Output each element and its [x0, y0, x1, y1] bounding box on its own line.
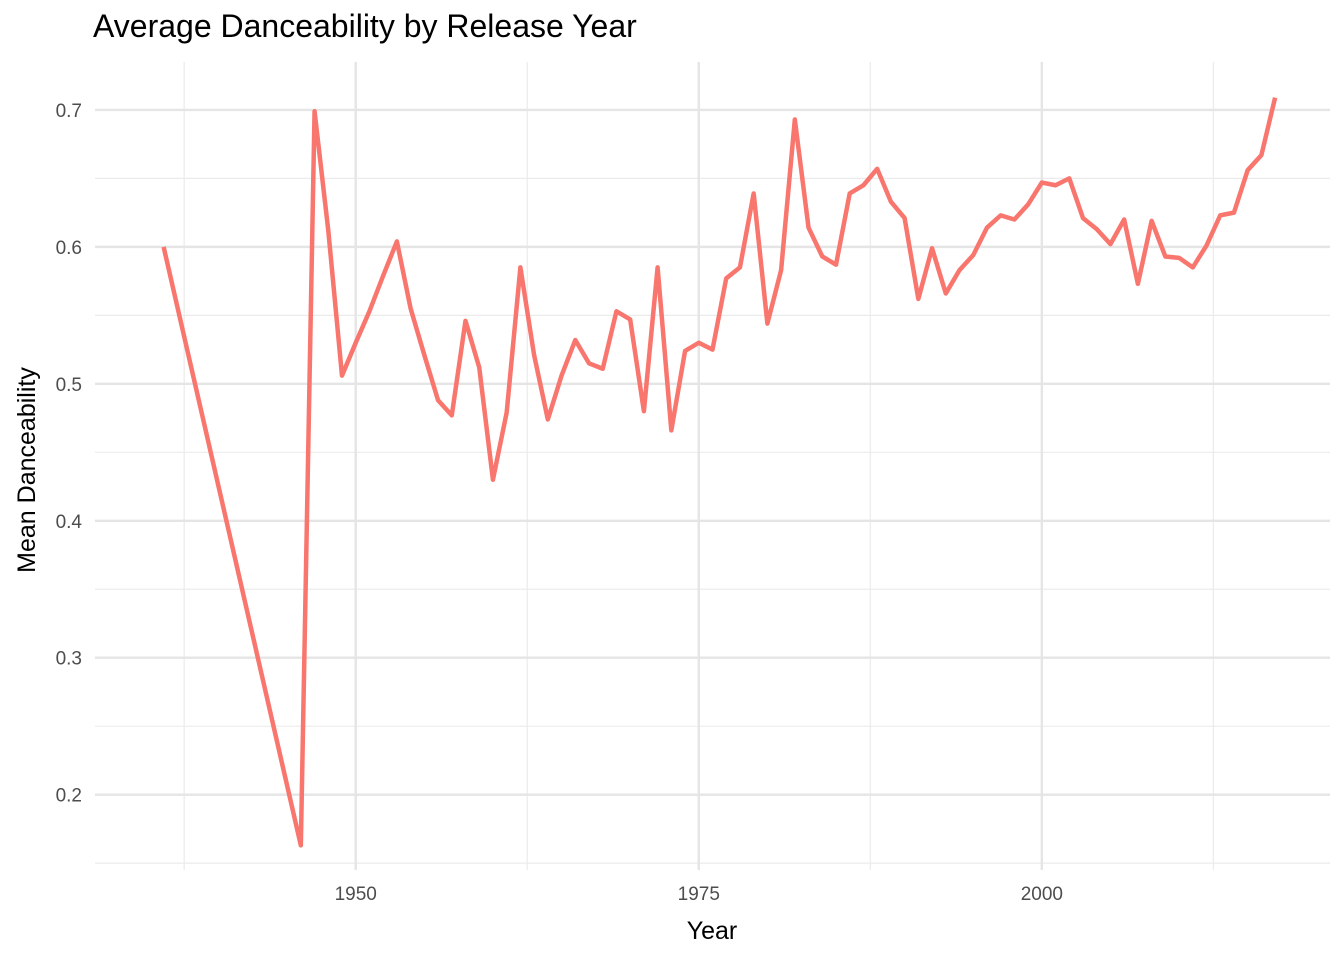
- series-layer: [161, 97, 1278, 848]
- x-tick-label: 1975: [678, 884, 720, 905]
- x-tick-label: 1950: [335, 884, 377, 905]
- y-tick-label: 0.2: [56, 786, 82, 807]
- y-tick-label: 0.4: [56, 512, 83, 533]
- y-tick-label: 0.7: [56, 101, 82, 122]
- series-line: [161, 97, 1278, 848]
- grid-major: [95, 62, 1330, 870]
- y-tick-labels: 0.2 0.3 0.4 0.5 0.6 0.7: [56, 101, 83, 807]
- x-tick-labels: 1950 1975 2000: [335, 884, 1063, 905]
- x-axis-title: Year: [687, 917, 738, 945]
- y-axis-title: Mean Danceability: [13, 367, 41, 573]
- y-tick-label: 0.3: [56, 649, 82, 670]
- grid-minor: [95, 62, 1330, 870]
- x-tick-label: 2000: [1021, 884, 1063, 905]
- y-tick-label: 0.5: [56, 375, 82, 396]
- y-tick-label: 0.6: [56, 238, 82, 259]
- chart-title: Average Danceability by Release Year: [93, 8, 637, 44]
